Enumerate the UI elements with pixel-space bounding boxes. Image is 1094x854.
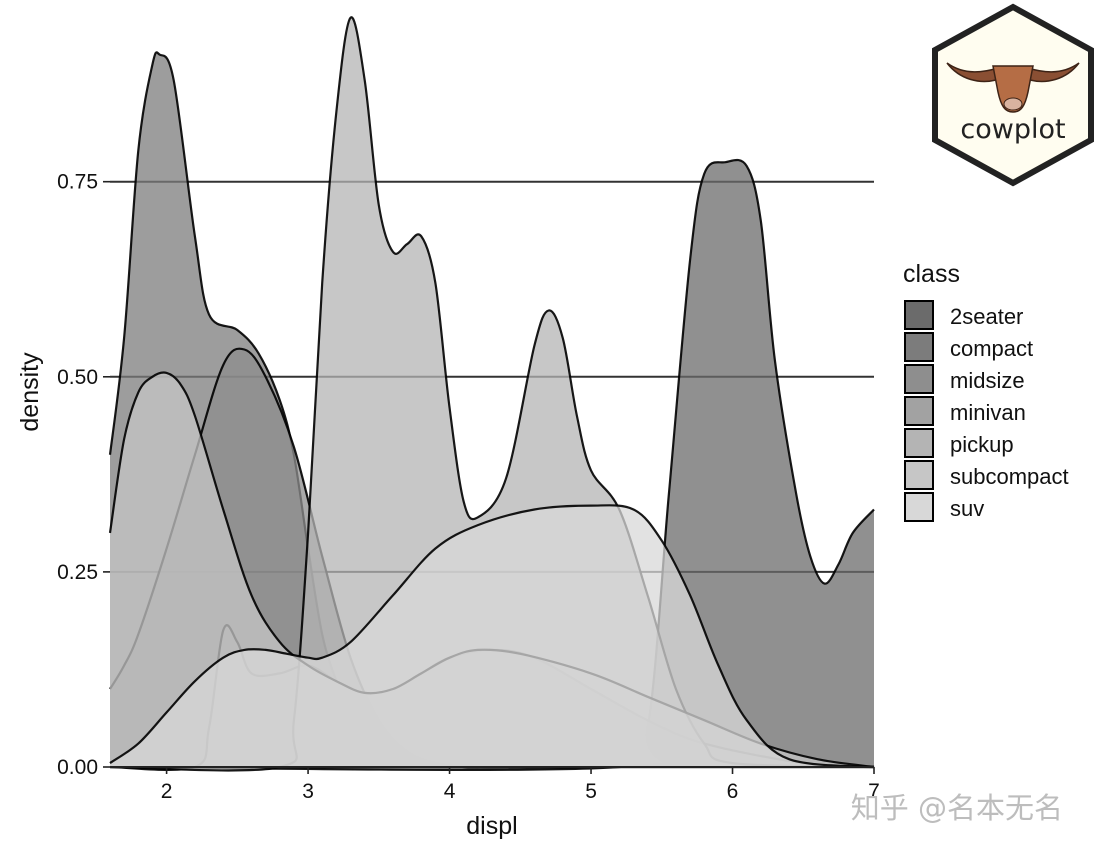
legend-label: minivan: [950, 400, 1026, 425]
legend-key: [904, 460, 934, 490]
y-tick-label: 0.25: [57, 561, 98, 584]
legend-title: class: [903, 260, 960, 288]
density-curve-suv: [109, 504, 875, 769]
legend-key: [904, 364, 934, 394]
legend-item-2seater: 2seater: [904, 300, 1023, 330]
y-axis-title: density: [16, 352, 44, 432]
legend-key: [904, 300, 934, 330]
legend-label: pickup: [950, 432, 1014, 457]
legend-item-subcompact: subcompact: [904, 460, 1069, 490]
x-tick-label: 3: [302, 780, 314, 803]
legend-key: [904, 332, 934, 362]
legend-key: [904, 428, 934, 458]
x-tick-label: 6: [727, 780, 739, 803]
x-axis-title: displ: [466, 812, 517, 840]
legend-key: [904, 492, 934, 522]
x-tick-label: 4: [444, 780, 456, 803]
x-tick-label: 7: [868, 780, 880, 803]
x-tick-label: 2: [161, 780, 173, 803]
legend-item-midsize: midsize: [904, 364, 1025, 394]
watermark: 知乎 @名本无名: [851, 791, 1063, 825]
legend-item-pickup: pickup: [904, 428, 1014, 458]
x-tick-label: 5: [585, 780, 597, 803]
logo-text: cowplot: [960, 114, 1065, 145]
cowplot-logo: cowplot: [932, 3, 1094, 187]
legend-key: [904, 396, 934, 426]
legend-label: midsize: [950, 368, 1025, 393]
axes: 0.00 0.25 0.50 0.75 2 3 4 5 6 7: [57, 171, 880, 803]
legend-item-suv: suv: [904, 492, 984, 522]
y-tick-label: 0.00: [57, 756, 98, 779]
density-area-suv: [110, 505, 874, 767]
density-areas: [108, 16, 875, 772]
legend-label: compact: [950, 336, 1033, 361]
legend-label: subcompact: [950, 464, 1069, 489]
y-tick-label: 0.75: [57, 171, 98, 194]
y-tick-label: 0.50: [57, 366, 98, 389]
legend-item-minivan: minivan: [904, 396, 1026, 426]
legend-item-compact: compact: [904, 332, 1033, 362]
legend-label: 2seater: [950, 304, 1023, 329]
legend: class 2seater compact midsize minivan pickup…: [903, 260, 1069, 522]
longhorn-icon: [946, 62, 1080, 113]
legend-label: suv: [950, 496, 984, 521]
